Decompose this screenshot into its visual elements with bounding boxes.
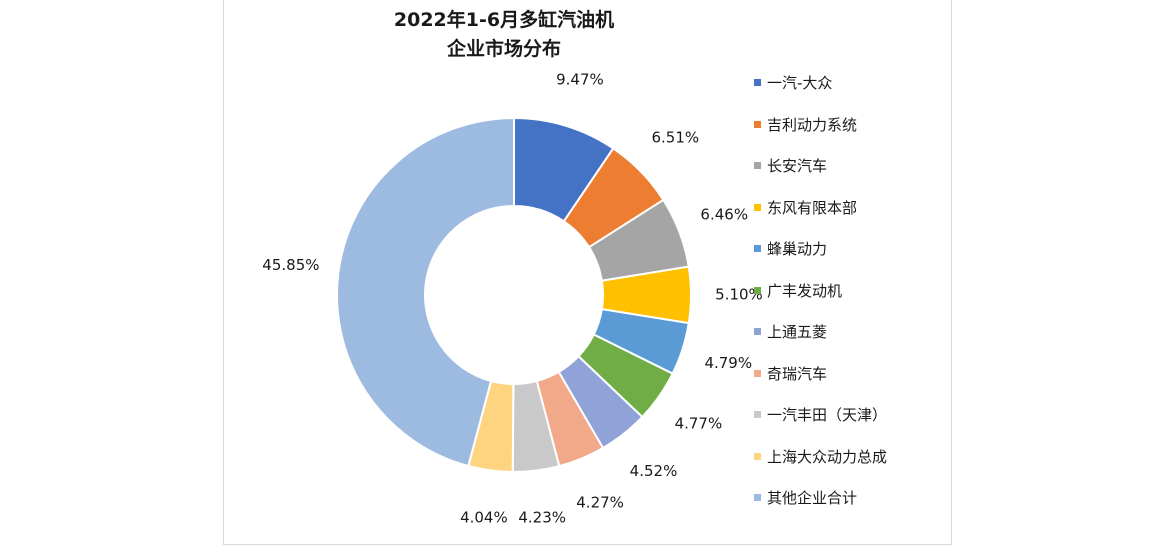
- legend-swatch-5: [754, 245, 761, 253]
- legend-item-11: 其他企业合计: [754, 477, 887, 519]
- legend-item-5: 蜂巢动力: [754, 228, 887, 270]
- legend-swatch-1: [754, 79, 761, 87]
- legend-swatch-4: [754, 203, 761, 211]
- legend-swatch-7: [754, 328, 761, 336]
- chart-title: 2022年1-6月多缸汽油机 企业市场分布: [224, 6, 784, 64]
- donut-chart: 9.47% 6.51% 6.46% 5.10% 4.79% 4.77% 4.52% 4.27%…: [262, 70, 763, 526]
- legend-label-9: 一汽丰田（天津）: [767, 406, 888, 425]
- legend-item-4: 东风有限本部: [754, 187, 887, 229]
- legend-item-6: 广丰发动机: [754, 270, 887, 312]
- data-label-slice-1: 9.47%: [556, 70, 604, 88]
- legend-item-1: 一汽-大众: [754, 62, 887, 104]
- legend-swatch-11: [754, 494, 761, 502]
- legend-label-11: 其他企业合计: [767, 489, 858, 508]
- legend-label-6: 广丰发动机: [767, 281, 843, 300]
- legend-item-7: 上通五菱: [754, 311, 887, 353]
- legend-item-3: 长安汽车: [754, 145, 887, 187]
- legend: 一汽-大众吉利动力系统 长安汽车东风有限本部 蜂巢动力广丰发动机上通五菱奇瑞汽车一汽…: [754, 62, 887, 519]
- legend-label-2: 吉利动力系统: [767, 115, 858, 134]
- legend-swatch-2: [754, 120, 761, 128]
- data-label-slice-3: 6.46%: [700, 205, 748, 223]
- chart-title-line-1: 2022年1-6月多缸汽油机: [393, 9, 615, 31]
- legend-swatch-10: [754, 452, 761, 460]
- legend-label-8: 奇瑞汽车: [767, 364, 828, 383]
- data-label-slice-10: 4.04%: [460, 508, 508, 526]
- legend-swatch-3: [754, 162, 761, 170]
- legend-label-10: 上海大众动力总成: [767, 447, 888, 466]
- data-label-slice-9: 4.23%: [518, 509, 566, 527]
- legend-label-5: 蜂巢动力: [767, 240, 828, 259]
- legend-item-10: 上海大众动力总成: [754, 436, 887, 478]
- chart-frame: 2022年1-6月多缸汽油机 企业市场分布 9.47% 6.51% 6.46% 5.1…: [223, 0, 952, 545]
- legend-label-1: 一汽-大众: [767, 74, 833, 93]
- data-labels: 9.47% 6.51% 6.46% 5.10% 4.79% 4.77% 4.52% 4.27%…: [262, 70, 763, 526]
- data-label-slice-4: 5.10%: [715, 285, 763, 303]
- legend-label-3: 长安汽车: [767, 157, 828, 176]
- legend-item-8: 奇瑞汽车: [754, 353, 887, 395]
- data-label-slice-11: 45.85%: [262, 256, 319, 274]
- data-label-slice-7: 4.52%: [630, 462, 678, 480]
- legend-label-7: 上通五菱: [767, 323, 828, 342]
- donut-slices: [336, 116, 692, 474]
- legend-swatch-6: [754, 286, 761, 294]
- data-label-slice-6: 4.77%: [675, 414, 723, 432]
- legend-swatch-9: [754, 411, 761, 419]
- legend-item-2: 吉利动力系统: [754, 104, 887, 146]
- data-label-slice-8: 4.27%: [576, 493, 624, 511]
- data-label-slice-5: 4.79%: [704, 354, 752, 372]
- legend-swatch-8: [754, 369, 761, 377]
- legend-label-4: 东风有限本部: [767, 198, 858, 217]
- data-label-slice-2: 6.51%: [651, 129, 699, 147]
- chart-title-line-2: 企业市场分布: [446, 38, 561, 60]
- legend-item-9: 一汽丰田（天津）: [754, 394, 887, 436]
- donut-slice-11: [336, 116, 515, 468]
